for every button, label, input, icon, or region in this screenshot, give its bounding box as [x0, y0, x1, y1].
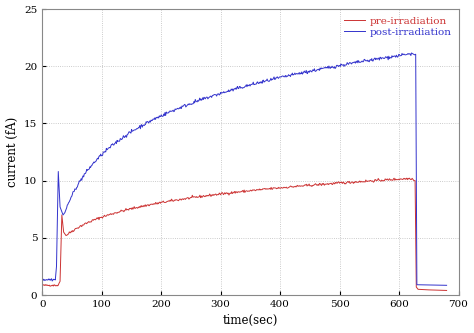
post-irradiation [194, 99, 200, 103]
pre-irradiation [304, 184, 310, 188]
Line: post-irradiation: post-irradiation [42, 53, 447, 285]
pre-irradiation [178, 197, 183, 201]
Y-axis label: current (fA): current (fA) [6, 117, 18, 187]
pre-irradiation [39, 283, 45, 287]
post-irradiation [122, 136, 128, 140]
post-irradiation [179, 107, 184, 111]
post-irradiation [160, 114, 166, 118]
post-irradiation [341, 65, 347, 69]
pre-irradiation [444, 288, 449, 292]
post-irradiation [39, 277, 45, 281]
pre-irradiation [144, 203, 149, 207]
pre-irradiation [73, 226, 78, 230]
X-axis label: time(sec): time(sec) [223, 314, 278, 327]
post-irradiation [293, 72, 299, 76]
Legend: pre-irradiation, post-irradiation: pre-irradiation, post-irradiation [342, 14, 453, 39]
pre-irradiation [209, 193, 215, 197]
post-irradiation [409, 51, 414, 55]
post-irradiation [444, 283, 449, 287]
pre-irradiation [407, 176, 412, 180]
pre-irradiation [252, 188, 257, 192]
Line: pre-irradiation: pre-irradiation [42, 178, 447, 290]
